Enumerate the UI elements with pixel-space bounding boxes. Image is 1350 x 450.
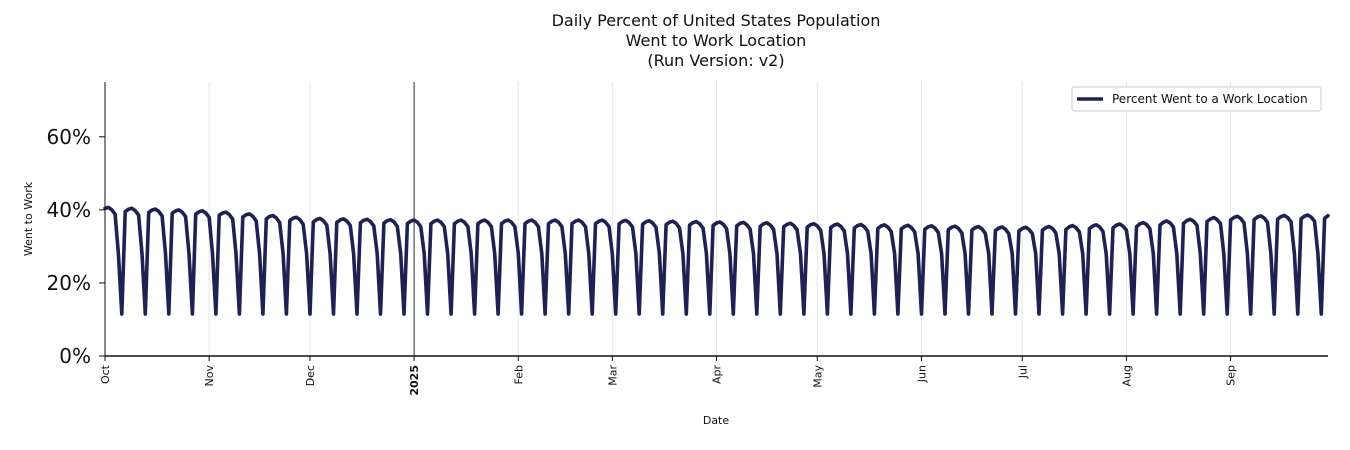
x-tick-label: Oct [99,364,112,384]
x-axis-ticks: Oct Nov Dec 2025 Feb Mar Apr May Jun Jul Aug Sep [99,356,1238,396]
chart-title-line-2: Went to Work Location [625,31,807,50]
y-tick-label: 20% [47,271,91,295]
x-tick-label: Aug [1120,365,1133,386]
x-tick-label: Mar [606,365,619,386]
chart-title-line-3: (Run Version: v2) [647,51,785,70]
legend-label: Percent Went to a Work Location [1112,92,1308,106]
y-axis-label: Went to Work [22,181,35,256]
x-tick-label: Sep [1225,365,1238,386]
y-tick-label: 0% [59,344,91,368]
x-tick-label: May [811,365,824,388]
series-line-percent-went-to-work [103,205,1330,316]
y-tick-label: 40% [47,198,91,222]
legend: Percent Went to a Work Location [1071,86,1322,112]
x-tick-label: Jun [915,365,928,383]
x-tick-label: Apr [711,365,724,385]
x-tick-label: Dec [304,365,317,386]
x-tick-label: Feb [512,365,525,384]
y-tick-label: 60% [47,125,91,149]
x-tick-label: Jul [1016,365,1029,379]
x-tick-label: 2025 [408,365,421,396]
y-axis-ticks: 0% 20% 40% 60% [47,125,105,368]
legend-box [1071,86,1322,112]
x-axis-label: Date [703,414,730,427]
chart-title-line-1: Daily Percent of United States Populatio… [551,11,881,30]
x-tick-label: Nov [203,365,216,387]
chart-title: Daily Percent of United States Populatio… [0,11,1350,71]
